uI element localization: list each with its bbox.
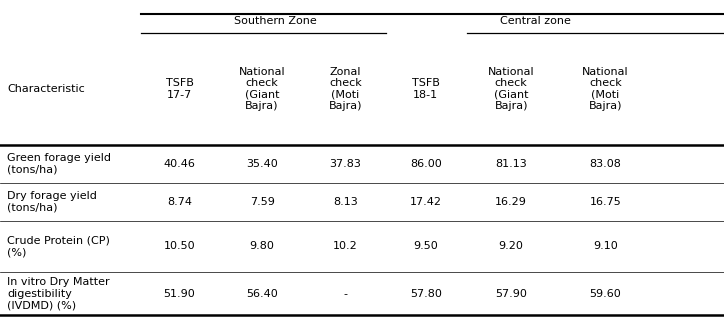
Text: Southern Zone: Southern Zone bbox=[234, 16, 316, 26]
Text: 16.29: 16.29 bbox=[495, 197, 527, 207]
Text: 9.50: 9.50 bbox=[413, 241, 438, 252]
Text: 56.40: 56.40 bbox=[246, 289, 278, 299]
Text: TSFB
18-1: TSFB 18-1 bbox=[412, 78, 439, 100]
Text: 7.59: 7.59 bbox=[250, 197, 274, 207]
Text: Central zone: Central zone bbox=[500, 16, 571, 26]
Text: TSFB
17-7: TSFB 17-7 bbox=[166, 78, 193, 100]
Text: 9.10: 9.10 bbox=[593, 241, 618, 252]
Text: 10.50: 10.50 bbox=[164, 241, 195, 252]
Text: 83.08: 83.08 bbox=[589, 159, 621, 169]
Text: Green forage yield
(tons/ha): Green forage yield (tons/ha) bbox=[7, 153, 111, 175]
Text: 86.00: 86.00 bbox=[410, 159, 442, 169]
Text: Dry forage yield
(tons/ha): Dry forage yield (tons/ha) bbox=[7, 191, 97, 213]
Text: 8.74: 8.74 bbox=[167, 197, 192, 207]
Text: 16.75: 16.75 bbox=[589, 197, 621, 207]
Text: 9.20: 9.20 bbox=[499, 241, 523, 252]
Text: 37.83: 37.83 bbox=[329, 159, 361, 169]
Text: 57.90: 57.90 bbox=[495, 289, 527, 299]
Text: National
check
(Moti
Bajra): National check (Moti Bajra) bbox=[582, 67, 628, 111]
Text: -: - bbox=[343, 289, 348, 299]
Text: 57.80: 57.80 bbox=[410, 289, 442, 299]
Text: National
check
(Giant
Bajra): National check (Giant Bajra) bbox=[488, 67, 534, 111]
Text: 81.13: 81.13 bbox=[495, 159, 527, 169]
Text: 8.13: 8.13 bbox=[333, 197, 358, 207]
Text: Characteristic: Characteristic bbox=[7, 84, 85, 94]
Text: 40.46: 40.46 bbox=[164, 159, 195, 169]
Text: In vitro Dry Matter
digestibility
(IVDMD) (%): In vitro Dry Matter digestibility (IVDMD… bbox=[7, 277, 110, 310]
Text: Zonal
check
(Moti
Bajra): Zonal check (Moti Bajra) bbox=[329, 67, 362, 111]
Text: 9.80: 9.80 bbox=[250, 241, 274, 252]
Text: National
check
(Giant
Bajra): National check (Giant Bajra) bbox=[239, 67, 285, 111]
Text: Crude Protein (CP)
(%): Crude Protein (CP) (%) bbox=[7, 236, 110, 257]
Text: 51.90: 51.90 bbox=[164, 289, 195, 299]
Text: 59.60: 59.60 bbox=[589, 289, 621, 299]
Text: 10.2: 10.2 bbox=[333, 241, 358, 252]
Text: 35.40: 35.40 bbox=[246, 159, 278, 169]
Text: 17.42: 17.42 bbox=[410, 197, 442, 207]
